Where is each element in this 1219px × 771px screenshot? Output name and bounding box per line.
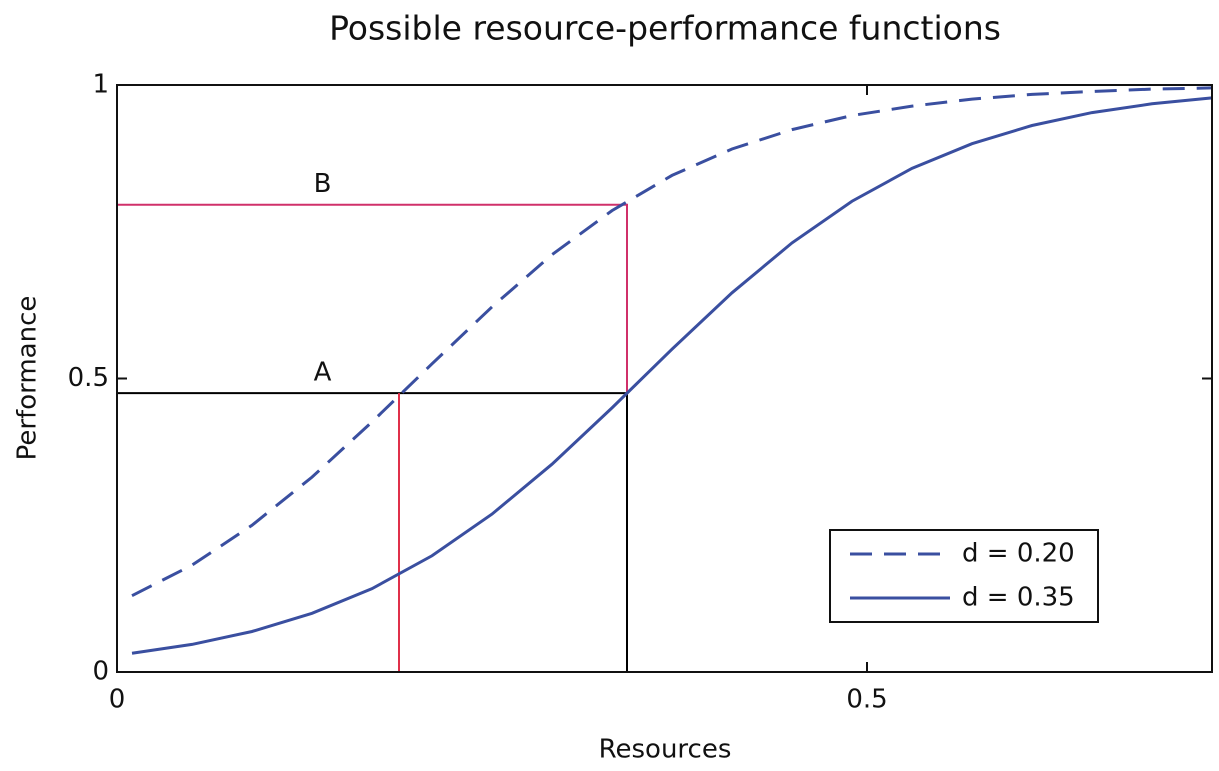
x-tick-label: 0.5 (846, 685, 887, 715)
reference-line (117, 203, 628, 394)
x-axis-label: Resources (599, 735, 732, 765)
reference-line (117, 392, 628, 672)
chart-title: Possible resource-performance functions (329, 9, 1001, 48)
x-tick-label: 0 (109, 685, 126, 715)
legend-label: d = 0.35 (962, 583, 1075, 613)
annotation: A (314, 358, 332, 388)
legend-box (829, 529, 1099, 623)
legend-label: d = 0.20 (962, 539, 1075, 569)
y-axis-label: Performance (13, 296, 43, 461)
line-series (131, 86, 1213, 598)
line-series (131, 96, 1213, 655)
y-tick-label: 0 (92, 657, 109, 687)
annotation: B (314, 169, 332, 199)
y-tick-label: 1 (92, 70, 109, 100)
y-tick-label: 0.5 (68, 363, 109, 393)
